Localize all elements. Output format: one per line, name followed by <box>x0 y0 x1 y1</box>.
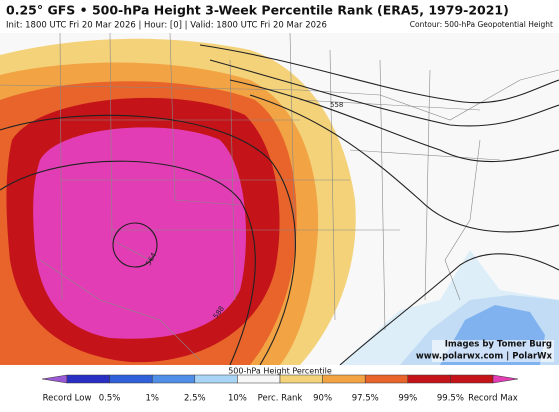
title: 0.25° GFS • 500-hPa Height 3-Week Percen… <box>6 3 509 18</box>
subtitle: Init: 1800 UTC Fri 20 Mar 2026 | Hour: [… <box>6 21 327 31</box>
colorbar-segment <box>66 374 110 384</box>
colorbar-label: 97.5% <box>352 394 379 404</box>
credit: Images by Tomer Burg <box>445 340 552 350</box>
colorbar-label: 0.5% <box>99 394 121 404</box>
contours <box>0 44 559 365</box>
colorbar-label: 10% <box>228 394 247 404</box>
colorbar-label: Record Max <box>468 394 518 404</box>
map: 558 564 588 Images by Tomer Burg www.pol… <box>0 33 559 365</box>
colorbar-segment <box>151 374 196 384</box>
colorbar-segment <box>407 374 451 384</box>
colorbar-segment <box>109 374 153 384</box>
website: www.polarwx.com | PolarWx <box>416 352 553 362</box>
colorbar-segment <box>322 374 366 384</box>
colorbar-segment <box>364 374 409 384</box>
colorbar-title: 500-hPa Height Percentile <box>228 367 332 376</box>
colorbar-segment <box>194 374 238 384</box>
colorbar-label: Perc. Rank <box>258 394 303 404</box>
colorbar-end <box>41 374 68 384</box>
colorbar: Record Low 0.5% 1% 2.5% 10% Perc. Rank 90% 97.5… <box>41 374 519 404</box>
colorbar-label: 99.5% <box>437 394 464 404</box>
record-max-area <box>33 127 246 339</box>
colorbar-label: 1% <box>145 394 159 404</box>
colorbar-segment <box>450 374 494 384</box>
credit-box <box>432 340 554 362</box>
colorbar-segment <box>237 374 281 384</box>
colorbar-label: 90% <box>313 394 332 404</box>
colorbar-label: 2.5% <box>184 394 206 404</box>
colorbar-end <box>492 374 519 384</box>
contour-label: 558 <box>330 101 343 109</box>
contour-note: Contour: 500-hPa Geopotential Height <box>410 20 553 29</box>
colorbar-label: Record Low <box>43 394 92 404</box>
colorbar-label: 99% <box>398 394 417 404</box>
colorbar-segment <box>279 374 323 384</box>
